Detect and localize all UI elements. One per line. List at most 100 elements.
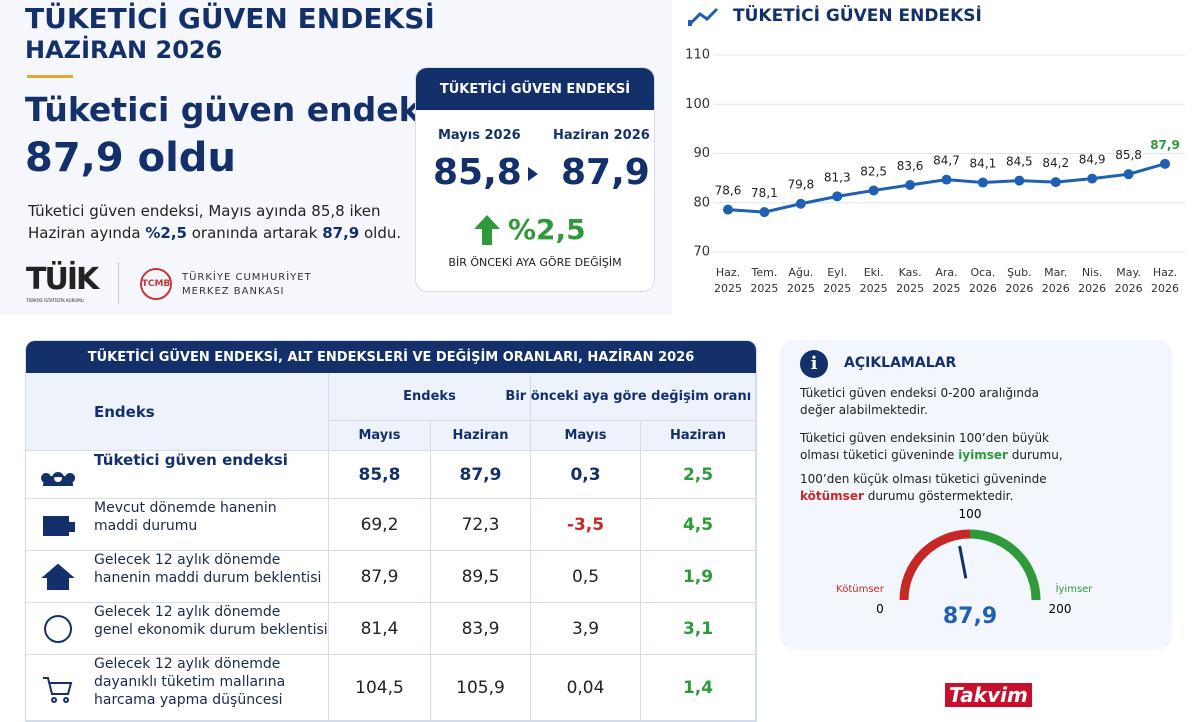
card-title: TÜKETİCİ GÜVEN ENDEKSİ	[416, 68, 654, 110]
table-title: TÜKETİCİ GÜVEN ENDEKSİ, ALT ENDEKSLERİ V…	[26, 341, 756, 373]
row-icon	[41, 563, 75, 590]
x-tick-label: Tem. 2025	[750, 266, 778, 295]
change-card: TÜKETİCİ GÜVEN ENDEKSİ Mayıs 2026 Hazira…	[415, 67, 655, 292]
row-label-line: hanenin maddi durum beklentisi	[94, 570, 322, 586]
brand: Takvim	[945, 683, 1032, 707]
point	[1160, 158, 1170, 169]
card-change-label: BİR ÖNCEKİ AYA GÖRE DEĞİŞİM	[448, 256, 622, 269]
text: 87,9	[322, 224, 360, 242]
notes-title: AÇIKLAMALAR	[844, 355, 957, 371]
x-tick-label: Eyl. 2025	[823, 266, 851, 295]
table-cell: 1,4	[641, 655, 756, 721]
table-cell: 87,9	[431, 451, 531, 499]
table-cell: 89,5	[431, 551, 531, 603]
text: 100’den küçük olması tüketici güveninde	[800, 472, 1047, 486]
point	[941, 174, 952, 185]
x-tick-label: May. 2026	[1115, 266, 1143, 295]
point	[977, 177, 988, 188]
divider	[118, 262, 119, 304]
table-cell: 72,3	[431, 499, 531, 551]
table-cell: 1,9	[641, 551, 756, 603]
table-cell: 4,5	[641, 499, 756, 551]
row-icon	[43, 516, 75, 536]
y-tick-label: 70	[693, 245, 710, 260]
gauge-mid: 100	[959, 507, 982, 521]
table-cell: 2,5	[641, 451, 756, 499]
x-tick-label: Ara. 2025	[933, 266, 961, 295]
gauge-right: İyimser	[1056, 582, 1094, 595]
x-tick-label: Eki. 2025	[860, 266, 888, 295]
line-chart: TÜKETİCİ GÜVEN ENDEKSİ 70 80 90 100 110 78,6 H…	[685, 4, 1185, 295]
row-label-line: genel ekonomik durum beklentisi	[94, 622, 328, 638]
table-cell: -3,5	[531, 499, 641, 551]
note: Tüketici güven endeksi 0-200 aralığında …	[800, 386, 1039, 417]
x-tick-label: Şub. 2026	[1005, 266, 1033, 295]
row-label: Gelecek 12 aylık dönemde hanenin maddi du…	[26, 551, 329, 603]
logo-tcmb: TCMB	[140, 268, 172, 300]
x-tick-label: Haz. 2025	[714, 266, 742, 295]
point	[832, 191, 843, 202]
text: kötümser	[800, 489, 864, 503]
text: oldu.	[359, 224, 402, 242]
gauge-arc	[969, 529, 1041, 601]
table-cell: 87,9	[329, 551, 431, 603]
info-icon: i	[800, 350, 828, 378]
table-header: Endeks	[26, 373, 329, 451]
point	[905, 180, 916, 191]
x-tick-label: Haz. 2026	[1151, 266, 1179, 295]
row-label: Mevcut dönemde hanenin maddi durumu	[26, 499, 329, 551]
table-subheader: Haziran	[641, 421, 756, 451]
note: 100’den küçük olması tüketici güveninde …	[800, 471, 1070, 505]
gauge-value: 87,9	[943, 604, 997, 629]
row-label: Gelecek 12 aylık dönemde dayanıklı tüketi…	[26, 655, 329, 721]
row-label-line: dayanıklı tüketim mallarına	[94, 674, 286, 690]
value-label: 78,6	[715, 184, 742, 198]
value-label: 82,5	[860, 164, 887, 178]
gauge-left: Kötümser	[836, 584, 885, 595]
value-label: 84,2	[1042, 156, 1069, 170]
table-cell: 3,9	[531, 603, 641, 655]
table-cell: 104,5	[329, 655, 431, 721]
summary-text: Tüketici güven endeksi, Mayıs ayında 85,…	[28, 200, 401, 244]
point	[868, 185, 879, 196]
text: Tüketici güven endeksi, Mayıs ayında 85,…	[28, 202, 381, 220]
gauge-arc	[899, 529, 971, 601]
card-value: 85,8	[433, 152, 522, 193]
card-label: Mayıs 2026	[438, 128, 521, 143]
y-tick-label: 80	[693, 195, 710, 210]
subtitle: HAZİRAN 2026	[25, 36, 223, 64]
table-cell: 85,8	[329, 451, 431, 499]
logo-tuik-sub: TÜRKİYE İSTATİSTİK KURUMU	[26, 298, 84, 303]
row-label-line: Mevcut dönemde hanenin	[94, 500, 277, 516]
card-change: %2,5	[508, 213, 586, 246]
text: iyimser	[958, 448, 1008, 462]
gauge: 100 0 200 Kötümser İyimser 87,9	[836, 507, 1094, 629]
card-value: 87,9	[561, 152, 650, 193]
x-tick-label: Ağu. 2025	[787, 266, 815, 295]
card-label: Haziran 2026	[553, 128, 650, 143]
table-cell: 81,4	[329, 603, 431, 655]
arrow	[528, 167, 538, 181]
logo-tcmb-line: MERKEZ BANKASI	[182, 286, 285, 297]
up-arrow	[474, 215, 500, 245]
row-label-line: Tüketici güven endeksi	[94, 451, 288, 469]
row-icon	[43, 677, 73, 703]
point	[759, 207, 770, 218]
text: %2,5	[145, 224, 187, 242]
table-cell: 83,9	[431, 603, 531, 655]
gauge-max: 200	[1049, 602, 1072, 616]
value-label: 85,8	[1115, 148, 1142, 162]
table-subheader: Haziran	[431, 421, 531, 451]
table-cell: 105,9	[431, 655, 531, 721]
table-cell: 69,2	[329, 499, 431, 551]
note: Tüketici güven endeksinin 100’den büyük …	[800, 430, 1070, 464]
table-subheader: Mayıs	[531, 421, 641, 451]
row-label: Gelecek 12 aylık dönemde genel ekonomik d…	[26, 603, 329, 655]
value-label: 84,1	[970, 157, 997, 171]
text: oranında artarak	[186, 224, 323, 242]
row-label: Tüketici güven endeksi	[26, 451, 329, 499]
chart-title: TÜKETİCİ GÜVEN ENDEKSİ	[733, 4, 982, 26]
point	[795, 198, 806, 209]
row-icon	[44, 615, 73, 643]
